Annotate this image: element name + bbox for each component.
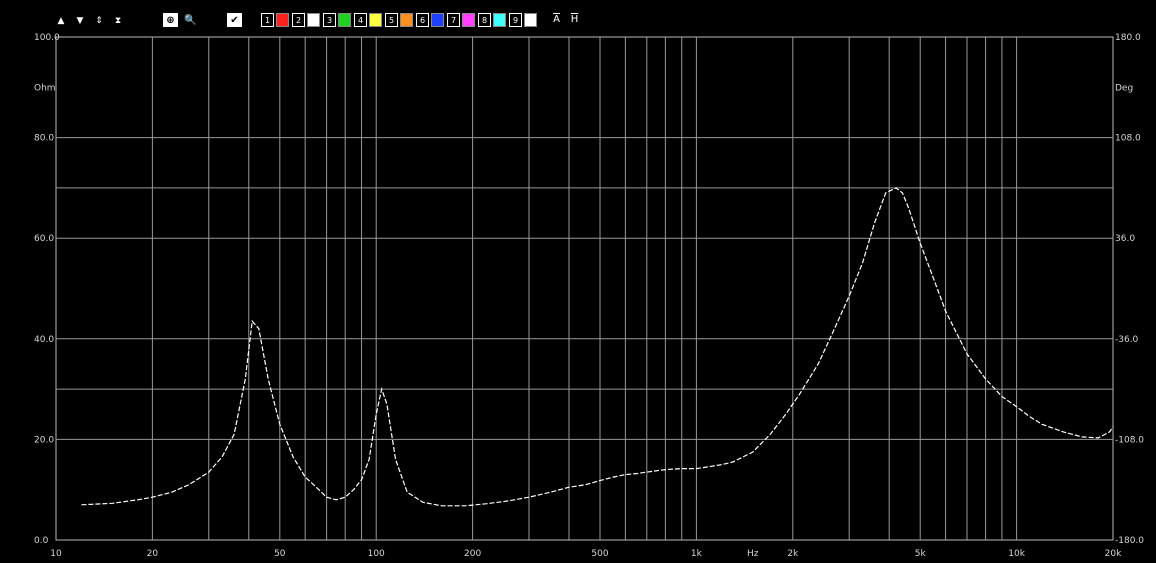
curve-1-toggle[interactable]: 1	[261, 13, 274, 27]
y-right-tick-label: Deg	[1115, 83, 1133, 93]
y-left-tick-label: 0.0	[34, 536, 49, 546]
x-tick-label: 50	[274, 549, 286, 559]
curve-6-toggle[interactable]: 6	[416, 13, 429, 27]
impedance-curve	[81, 187, 1114, 507]
x-tick-label: 20	[147, 549, 159, 559]
y-right-tick-label: -36.0	[1115, 335, 1139, 345]
checkbox-icon[interactable]: ✔	[227, 13, 242, 27]
curve-9-toggle[interactable]: 9	[509, 13, 522, 27]
y-right-tick-label: 108.0	[1115, 134, 1141, 144]
curve-1-color-swatch[interactable]	[276, 13, 289, 27]
x-tick-label: 500	[591, 549, 608, 559]
x-tick-label: 10k	[1008, 549, 1025, 559]
y-left-tick-label: 100.0	[34, 33, 60, 43]
y-left-tick-label: 40.0	[34, 335, 54, 345]
y-right-tick-label: 180.0	[1115, 33, 1141, 43]
curve-7-toggle[interactable]: 7	[447, 13, 460, 27]
curve-5-color-swatch[interactable]	[400, 13, 413, 27]
curve-7-color-swatch[interactable]	[462, 13, 475, 27]
toolbar: ▲ ▼ ⇕ ⧗ ⊕ 🔍 ✔ 1 2 3 4 5 6 7 8 9 A H	[55, 11, 695, 31]
x-tick-label: 100	[368, 549, 385, 559]
y-right-tick-label: 36.0	[1115, 234, 1135, 244]
marker-h-button[interactable]: H	[570, 13, 579, 25]
curve-8-color-swatch[interactable]	[493, 13, 506, 27]
expand-vertical-icon[interactable]: ⇕	[95, 15, 103, 26]
x-tick-label: 5k	[915, 549, 927, 559]
y-right-tick-label: -108.0	[1115, 435, 1144, 445]
curve-4-toggle[interactable]: 4	[354, 13, 367, 27]
curve-8-toggle[interactable]: 8	[478, 13, 491, 27]
y-right-tick-label: -180.0	[1115, 536, 1144, 546]
curve-4-color-swatch[interactable]	[369, 13, 382, 27]
curve-9-color-swatch[interactable]	[524, 13, 537, 27]
y-left-tick-label: 60.0	[34, 234, 54, 244]
x-tick-label: 10	[50, 549, 62, 559]
curve-5-toggle[interactable]: 5	[385, 13, 398, 27]
y-left-tick-label: 20.0	[34, 435, 54, 445]
plot-area	[55, 36, 1114, 541]
x-tick-label: 20k	[1105, 549, 1122, 559]
magnifier-icon[interactable]: 🔍	[183, 13, 198, 27]
curve-6-color-swatch[interactable]	[431, 13, 444, 27]
marker-a-button[interactable]: A	[553, 13, 560, 25]
y-left-tick-label: Ohm	[34, 83, 56, 93]
curve-3-toggle[interactable]: 3	[323, 13, 336, 27]
arrow-down-icon[interactable]: ▼	[76, 15, 84, 26]
x-tick-label: Hz	[747, 549, 759, 559]
x-tick-label: 1k	[691, 549, 703, 559]
x-tick-label: 2k	[787, 549, 799, 559]
curve-3-color-swatch[interactable]	[338, 13, 351, 27]
curve-2-toggle[interactable]: 2	[292, 13, 305, 27]
zoom-in-icon[interactable]: ⊕	[163, 13, 178, 27]
compress-vertical-icon[interactable]: ⧗	[114, 15, 122, 26]
arrow-up-icon[interactable]: ▲	[57, 15, 65, 26]
curve-2-color-swatch[interactable]	[307, 13, 320, 27]
y-left-tick-label: 80.0	[34, 134, 54, 144]
x-tick-label: 200	[464, 549, 481, 559]
